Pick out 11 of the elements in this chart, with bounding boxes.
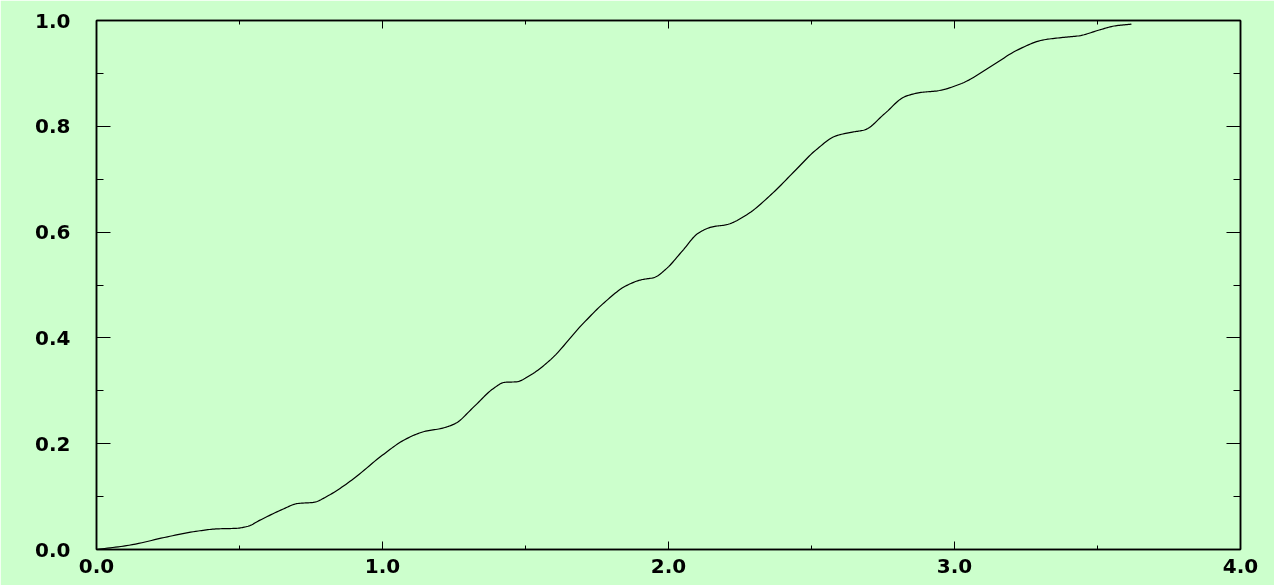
y-tick-label: 0.8	[35, 114, 71, 139]
y-tick-label: 0.4	[35, 325, 71, 350]
x-tick-label: 2.0	[650, 553, 687, 578]
x-tick-label: 0.0	[78, 553, 115, 578]
x-tick-label: 3.0	[936, 553, 973, 578]
y-tick-label: 0.2	[35, 431, 71, 456]
y-tick-label: 0.0	[35, 537, 71, 562]
y-tick-label: 1.0	[35, 8, 71, 33]
x-tick-label: 4.0	[1222, 553, 1259, 578]
y-tick-label: 0.6	[35, 220, 71, 245]
x-tick-label: 1.0	[364, 553, 401, 578]
